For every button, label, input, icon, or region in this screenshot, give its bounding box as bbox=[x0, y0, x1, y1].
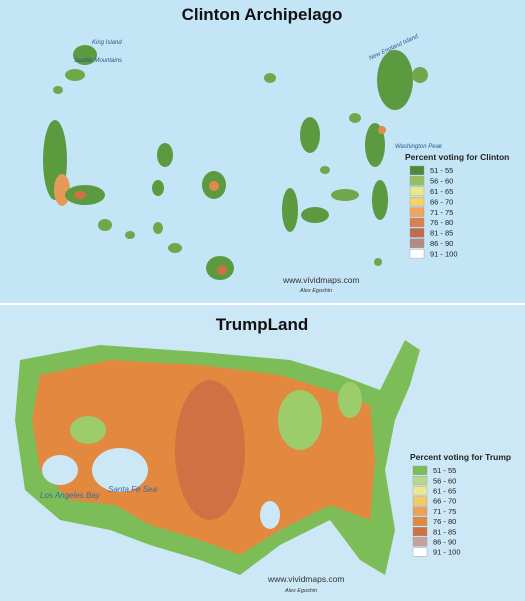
bottom-title: TrumpLand bbox=[216, 315, 309, 334]
legend-swatch bbox=[409, 207, 425, 217]
legend-swatch bbox=[412, 547, 428, 557]
map-label: King Island bbox=[92, 40, 122, 46]
map-label: Santa Fe Sea bbox=[108, 485, 157, 494]
watermark: www.vividmaps.com bbox=[267, 574, 345, 584]
top-title: Clinton Archipelago bbox=[182, 5, 343, 24]
legend-swatch bbox=[409, 248, 425, 259]
legend-label: 86 - 90 bbox=[430, 239, 453, 248]
legend-label: 76 - 80 bbox=[433, 517, 456, 526]
legend-swatch bbox=[409, 176, 425, 186]
legend-swatch bbox=[412, 516, 428, 526]
watermark: www.vividmaps.com bbox=[282, 275, 360, 285]
legend-swatch bbox=[409, 228, 425, 238]
author: Alex Egoshin bbox=[299, 288, 332, 294]
legend-label: 66 - 70 bbox=[430, 197, 453, 206]
map-label: Seattle Mountains bbox=[74, 58, 122, 64]
legend-swatch bbox=[409, 217, 425, 228]
legend-label: 51 - 55 bbox=[430, 166, 453, 175]
legend-label: 76 - 80 bbox=[430, 218, 453, 227]
legend-label: 81 - 85 bbox=[430, 229, 453, 238]
legend-title: Percent voting for Trump bbox=[410, 452, 511, 462]
legend-label: 51 - 55 bbox=[433, 466, 456, 475]
legend-swatch bbox=[412, 496, 428, 506]
legend-label: 56 - 60 bbox=[430, 177, 453, 186]
legend-swatch bbox=[409, 196, 425, 207]
legend-label: 61 - 65 bbox=[433, 487, 456, 496]
legend-swatch bbox=[409, 165, 425, 176]
map-label: Washington Peak bbox=[395, 144, 443, 150]
legend-label: 81 - 85 bbox=[433, 527, 456, 536]
legend-swatch bbox=[412, 486, 428, 496]
islands bbox=[43, 45, 428, 280]
legend-label: 66 - 70 bbox=[433, 497, 456, 506]
legend-swatch bbox=[412, 476, 428, 486]
legend-swatch bbox=[412, 527, 428, 537]
legend-label: 56 - 60 bbox=[433, 476, 456, 485]
legend-label: 71 - 75 bbox=[433, 507, 456, 516]
legend-label: 86 - 90 bbox=[433, 538, 456, 547]
legend-title: Percent voting for Clinton bbox=[405, 152, 509, 162]
legend-label: 71 - 75 bbox=[430, 208, 453, 217]
legend-swatch bbox=[409, 238, 425, 248]
legend-label: 61 - 65 bbox=[430, 187, 453, 196]
legend-label: 91 - 100 bbox=[433, 548, 461, 557]
legend-swatch bbox=[412, 537, 428, 547]
map-label: Los Angeles Bay bbox=[40, 491, 101, 500]
legend-swatch bbox=[412, 465, 428, 475]
legend-swatch bbox=[409, 186, 425, 196]
legend-swatch bbox=[412, 506, 428, 516]
legend-label: 91 - 100 bbox=[430, 249, 458, 258]
author: Alex Egoshin bbox=[284, 588, 317, 594]
trumpland bbox=[15, 340, 420, 575]
